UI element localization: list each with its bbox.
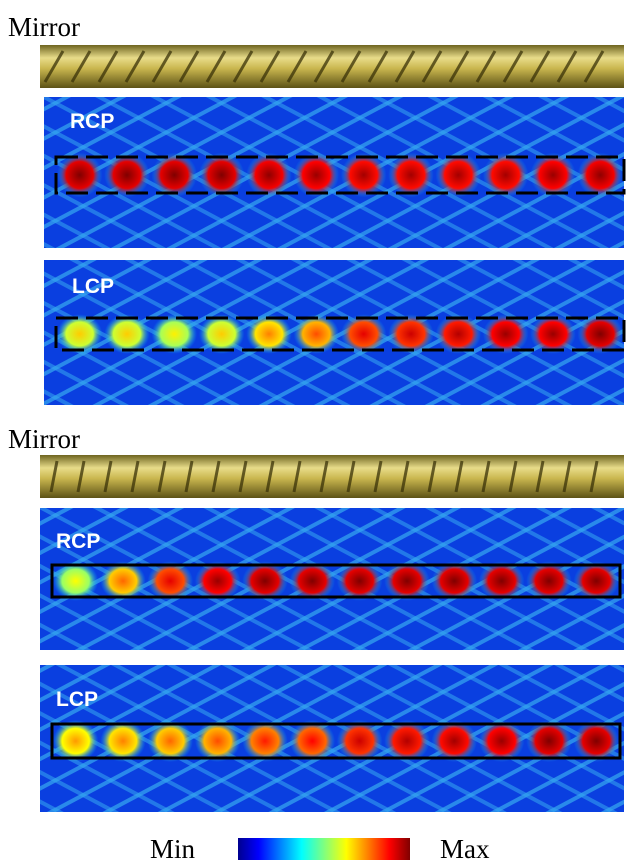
figure: Mirror Mirror Min Max RCP LCP RCP LCP — [0, 0, 637, 863]
field-spot — [290, 561, 335, 601]
field-spot — [242, 561, 287, 601]
field-spot — [152, 314, 197, 354]
field-spot — [290, 720, 335, 762]
field-spot — [479, 720, 524, 762]
field-spot — [195, 561, 240, 601]
field-spot — [388, 153, 433, 198]
field-spot — [337, 561, 382, 601]
field-spot — [100, 720, 145, 762]
field-spot — [432, 561, 477, 601]
field-spot — [199, 314, 244, 354]
field-spot — [526, 561, 571, 601]
section-label: Mirror — [8, 424, 80, 454]
section-label: Mirror — [8, 12, 80, 42]
field-spot — [578, 153, 623, 198]
field-spot — [436, 314, 481, 354]
field-spot — [432, 720, 477, 762]
field-spot — [341, 314, 386, 354]
field-spot — [246, 314, 291, 354]
field-spot — [388, 314, 433, 354]
field-spot — [294, 153, 339, 198]
colorbar-min: Min — [150, 834, 196, 863]
field-spot — [100, 561, 145, 601]
field-spot — [483, 153, 528, 198]
field-spot — [294, 314, 339, 354]
field-spot — [195, 720, 240, 762]
field-spot — [526, 720, 571, 762]
field-spot — [530, 314, 575, 354]
field-spot — [479, 561, 524, 601]
field-spot — [148, 561, 193, 601]
colorbar — [238, 838, 410, 860]
field-spot — [104, 314, 149, 354]
field-spot — [152, 153, 197, 198]
field-spot — [574, 720, 619, 762]
panel-label: RCP — [70, 110, 114, 133]
field-spot — [578, 314, 623, 354]
panel-label: LCP — [72, 275, 114, 298]
field-spot — [148, 720, 193, 762]
field-spot — [199, 153, 244, 198]
field-spot — [384, 561, 429, 601]
field-spot — [341, 153, 386, 198]
field-spot — [104, 153, 149, 198]
field-spot — [57, 153, 102, 198]
field-spot — [530, 153, 575, 198]
field-spot — [574, 561, 619, 601]
field-spot — [337, 720, 382, 762]
field-spot — [57, 314, 102, 354]
colorbar-max: Max — [440, 834, 490, 863]
field-spot — [436, 153, 481, 198]
field-spot — [483, 314, 528, 354]
panel-label: RCP — [56, 530, 100, 553]
field-spot — [242, 720, 287, 762]
field-spot — [384, 720, 429, 762]
field-spot — [53, 561, 98, 601]
field-spot — [246, 153, 291, 198]
field-spot — [53, 720, 98, 762]
panel-label: LCP — [56, 688, 98, 711]
